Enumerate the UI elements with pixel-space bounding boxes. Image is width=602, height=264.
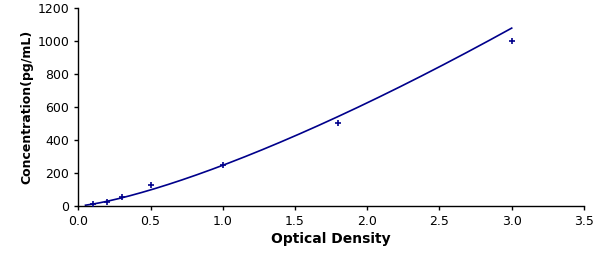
- Y-axis label: Concentration(pg/mL): Concentration(pg/mL): [20, 30, 33, 184]
- X-axis label: Optical Density: Optical Density: [272, 232, 391, 246]
